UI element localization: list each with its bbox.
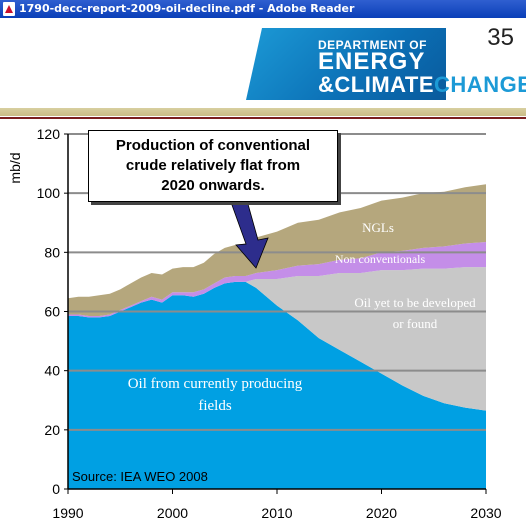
adobe-reader-icon — [3, 2, 15, 16]
area-oil-yet-to-be-developed-or-found — [68, 267, 486, 411]
x-tick-label: 1990 — [52, 505, 83, 521]
oil-production-chart: mb/d 0 20 40 60 80 100 120 1990 2000 2010 2020 2030… — [7, 126, 502, 521]
label-oil-current-line1: Oil from currently producing — [128, 376, 303, 392]
header-band — [0, 108, 526, 116]
y-tick-label: 20 — [44, 422, 60, 438]
callout-line-3: 2020 onwards. — [161, 177, 265, 194]
logo-line-1: DEPARTMENT OF — [318, 38, 427, 52]
callout-line-1: Production of conventional — [115, 137, 311, 154]
logo-line-3: &CLIMATECHANGE — [318, 72, 526, 98]
header-rule — [0, 117, 526, 119]
chart-areas — [68, 184, 486, 489]
label-oil-current-line2: fields — [198, 398, 231, 414]
area-non-conventionals — [68, 241, 486, 318]
window-titlebar: 1790-decc-report-2009-oil-decline.pdf - … — [0, 0, 526, 18]
x-tick-label: 2000 — [157, 505, 188, 521]
y-tick-label: 40 — [44, 363, 60, 379]
decc-logo: DEPARTMENT OF ENERGY &CLIMATECHANGE — [246, 28, 526, 100]
logo-line-2: ENERGY — [318, 48, 426, 75]
tick-labels: 0 20 40 60 80 100 120 1990 2000 2010 2020 2030 — [37, 126, 502, 521]
source-note: Source: IEA WEO 2008 — [72, 469, 208, 484]
callout-line-2: crude relatively flat from — [125, 157, 301, 174]
area-ngls — [68, 184, 486, 316]
y-tick-label: 60 — [44, 304, 60, 320]
chart-axes — [64, 133, 487, 494]
label-nonconventionals: Non conventionals — [335, 252, 426, 266]
window-title: 1790-decc-report-2009-oil-decline.pdf - … — [19, 2, 355, 15]
y-tick-label: 0 — [52, 481, 60, 497]
x-tick-label: 2030 — [470, 505, 501, 521]
logo-background — [246, 28, 446, 100]
x-tick-label: 2020 — [366, 505, 397, 521]
callout-box: Production of conventional crude relativ… — [88, 130, 338, 202]
y-axis-label: mb/d — [7, 152, 23, 183]
y-tick-label: 80 — [44, 244, 60, 260]
y-tick-label: 100 — [37, 185, 61, 201]
label-oil-future-line2: or found — [393, 316, 438, 331]
y-tick-label: 120 — [37, 126, 61, 142]
logo-line-3b: CHANGE — [434, 72, 526, 97]
x-tick-label: 2010 — [261, 505, 292, 521]
label-ngl: NGLs — [362, 220, 394, 235]
area-oil-from-currently-producing-fields — [68, 281, 486, 489]
page-number: 35 — [487, 24, 514, 51]
callout-arrow — [231, 196, 269, 269]
logo-line-3a: &CLIMATE — [318, 72, 435, 97]
label-oil-future-line1: Oil yet to be developed — [354, 295, 476, 310]
